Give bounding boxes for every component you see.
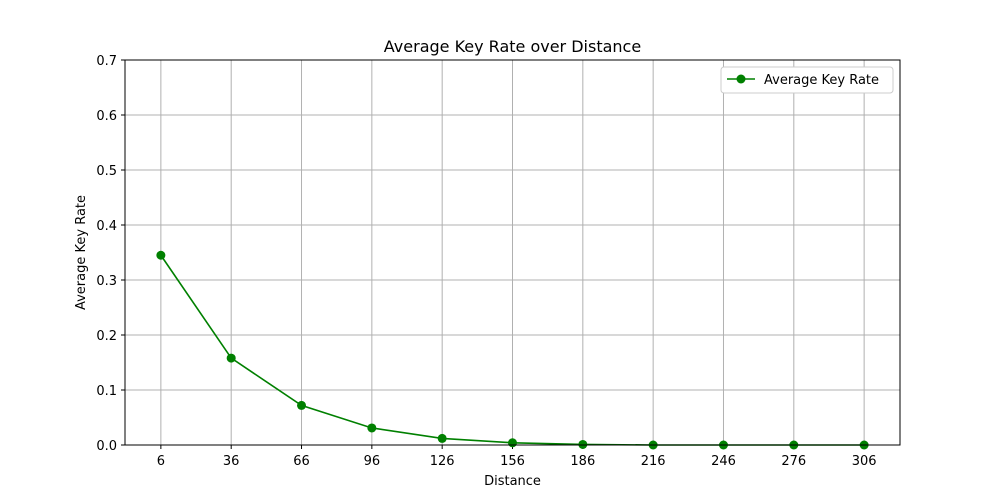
x-tick-label: 216 <box>641 454 666 469</box>
x-tick-label: 126 <box>430 454 455 469</box>
data-point <box>226 353 236 363</box>
y-tick-label: 0.4 <box>96 219 117 234</box>
data-point <box>508 438 517 448</box>
plot-frame <box>124 59 901 446</box>
y-tick-label: 0.5 <box>96 164 117 179</box>
y-tick-label: 0.2 <box>96 329 117 344</box>
x-tick-label: 36 <box>223 454 240 469</box>
legend-label: Average Key Rate <box>764 73 879 88</box>
y-tick-label: 0.7 <box>96 54 117 69</box>
y-tick-label: 0.3 <box>96 274 117 289</box>
legend: Average Key Rate <box>720 66 894 94</box>
chart-title: Average Key Rate over Distance <box>384 37 641 56</box>
legend-box <box>720 66 894 94</box>
axis-ticks: 6 36 66 96 126 156 186 216 246 276 306 0.0 0.1 0.2 0.3… <box>96 54 876 469</box>
data-point <box>578 439 588 449</box>
y-tick-label: 0.0 <box>96 439 117 454</box>
x-tick-label: 306 <box>852 454 877 469</box>
x-tick-label: 96 <box>364 454 381 469</box>
y-tick-label: 0.6 <box>96 109 117 124</box>
data-point <box>437 433 447 443</box>
x-tick-label: 246 <box>711 454 736 469</box>
y-axis-label: Average Key Rate <box>74 195 89 310</box>
data-point <box>297 400 307 410</box>
data-point <box>367 423 377 433</box>
x-tick-label: 186 <box>570 454 595 469</box>
x-tick-label: 66 <box>293 454 310 469</box>
y-tick-label: 0.1 <box>96 384 117 399</box>
data-point <box>156 250 166 260</box>
x-tick-label: 6 <box>157 454 165 469</box>
x-axis-label: Distance <box>484 474 541 489</box>
legend-marker-swatch <box>736 74 746 84</box>
x-tick-label: 276 <box>781 454 806 469</box>
x-tick-label: 156 <box>500 454 525 469</box>
